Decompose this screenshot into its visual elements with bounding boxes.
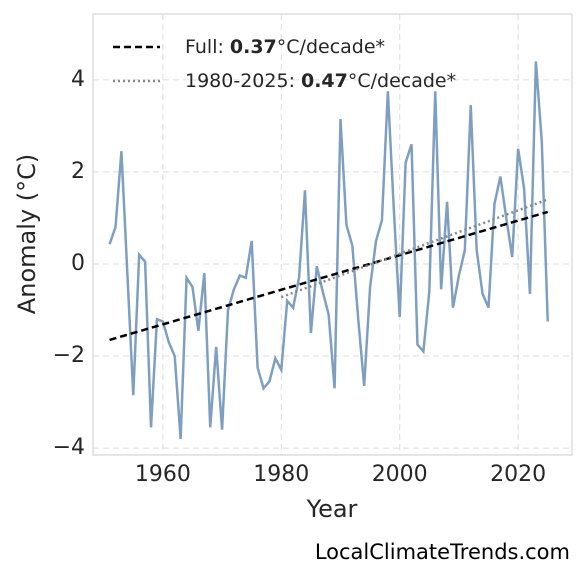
x-tick-label: 1960 bbox=[135, 462, 191, 487]
legend-rate: 0.47 bbox=[301, 70, 348, 92]
x-tick-label: 2020 bbox=[490, 462, 546, 487]
trend-line bbox=[280, 198, 549, 299]
plot-frame bbox=[92, 13, 573, 456]
y-tick-label: 2 bbox=[71, 159, 85, 184]
trend-line bbox=[109, 210, 549, 342]
data-line bbox=[108, 61, 549, 439]
legend-entry: 1980-2025: 0.47°C/decade* bbox=[185, 70, 456, 92]
legend-entry: Full: 0.37°C/decade* bbox=[185, 36, 385, 58]
x-axis-label: Year bbox=[306, 495, 358, 523]
x-tick-label: 2000 bbox=[372, 462, 428, 487]
legend-unit: °C/decade* bbox=[348, 70, 456, 92]
y-tick-label: 4 bbox=[71, 67, 85, 92]
legend-unit: °C/decade* bbox=[277, 36, 385, 58]
legend-name: 1980-2025: bbox=[185, 70, 295, 92]
y-axis-label: Anomaly (°C) bbox=[13, 154, 41, 314]
source-text: LocalClimateTrends.com bbox=[315, 540, 570, 564]
y-tick-label: 0 bbox=[71, 251, 85, 276]
y-tick-label: −2 bbox=[53, 343, 85, 368]
legend-name: Full: bbox=[185, 36, 224, 58]
x-tick-label: 1980 bbox=[253, 462, 309, 487]
legend-rate: 0.37 bbox=[230, 36, 277, 58]
y-tick-label: −4 bbox=[53, 435, 85, 460]
